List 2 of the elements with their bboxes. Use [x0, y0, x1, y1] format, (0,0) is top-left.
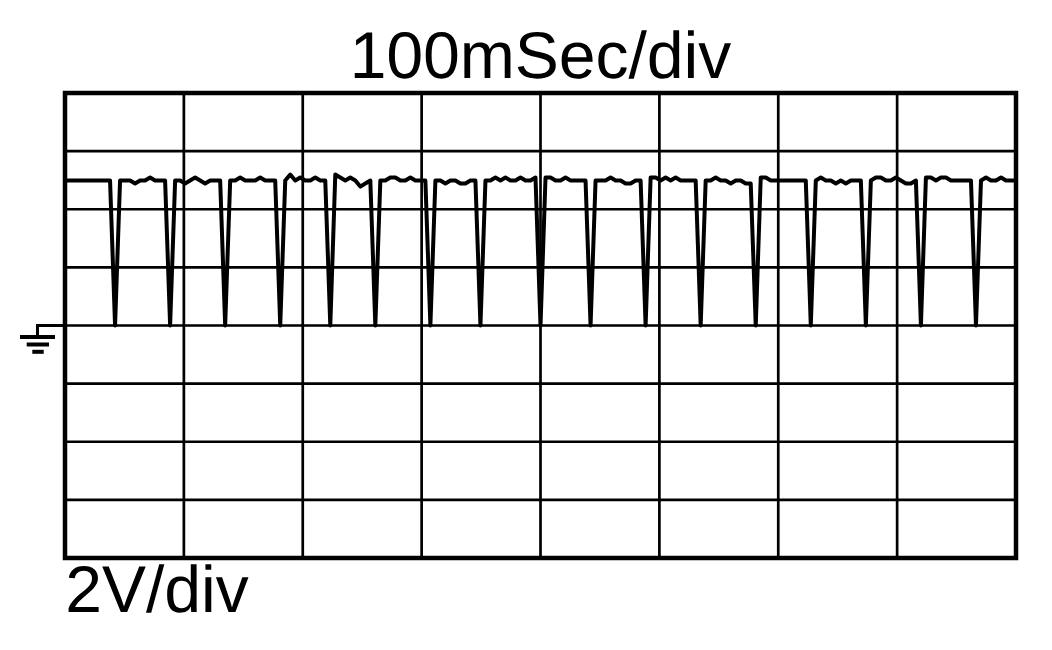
text: 2V/div — [68, 564, 249, 613]
x-axis-title: 100mSec/div — [354, 30, 731, 79]
